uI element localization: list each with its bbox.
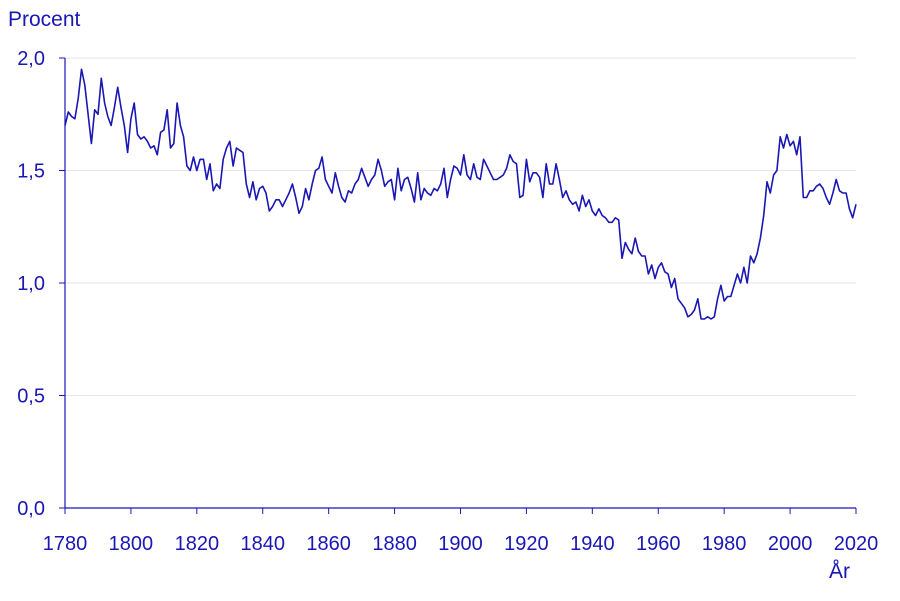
x-axis-label: År xyxy=(829,560,850,583)
y-tick-label: 1,0 xyxy=(17,273,45,295)
x-tick-label: 2020 xyxy=(834,533,879,555)
y-tick-label: 2,0 xyxy=(17,48,45,70)
x-tick-label: 2000 xyxy=(768,533,813,555)
x-tick-label: 1980 xyxy=(702,533,747,555)
y-axis-label: Procent xyxy=(8,8,81,31)
x-axis-ticks: 1780 1800 1820 1840 1860 1880 1900 1920 1940 1960… xyxy=(43,508,879,555)
x-tick-label: 1820 xyxy=(175,533,220,555)
x-tick-label: 1900 xyxy=(438,533,483,555)
x-tick-label: 1960 xyxy=(636,533,681,555)
series-line xyxy=(64,68,857,320)
x-tick-label: 1940 xyxy=(570,533,615,555)
y-tick-label: 0,5 xyxy=(17,386,45,408)
x-tick-label: 1880 xyxy=(372,533,417,555)
y-tick-label: 0,0 xyxy=(17,498,45,520)
axes xyxy=(64,58,856,509)
x-tick-label: 1840 xyxy=(241,533,286,555)
x-tick-label: 1920 xyxy=(504,533,549,555)
x-tick-label: 1780 xyxy=(43,533,88,555)
x-tick-label: 1860 xyxy=(306,533,351,555)
gridlines xyxy=(65,57,856,396)
x-tick-label: 1800 xyxy=(109,533,154,555)
y-axis-ticks: 0,0 0,5 1,0 1,5 2,0 xyxy=(17,48,65,520)
y-tick-label: 1,5 xyxy=(17,161,45,183)
